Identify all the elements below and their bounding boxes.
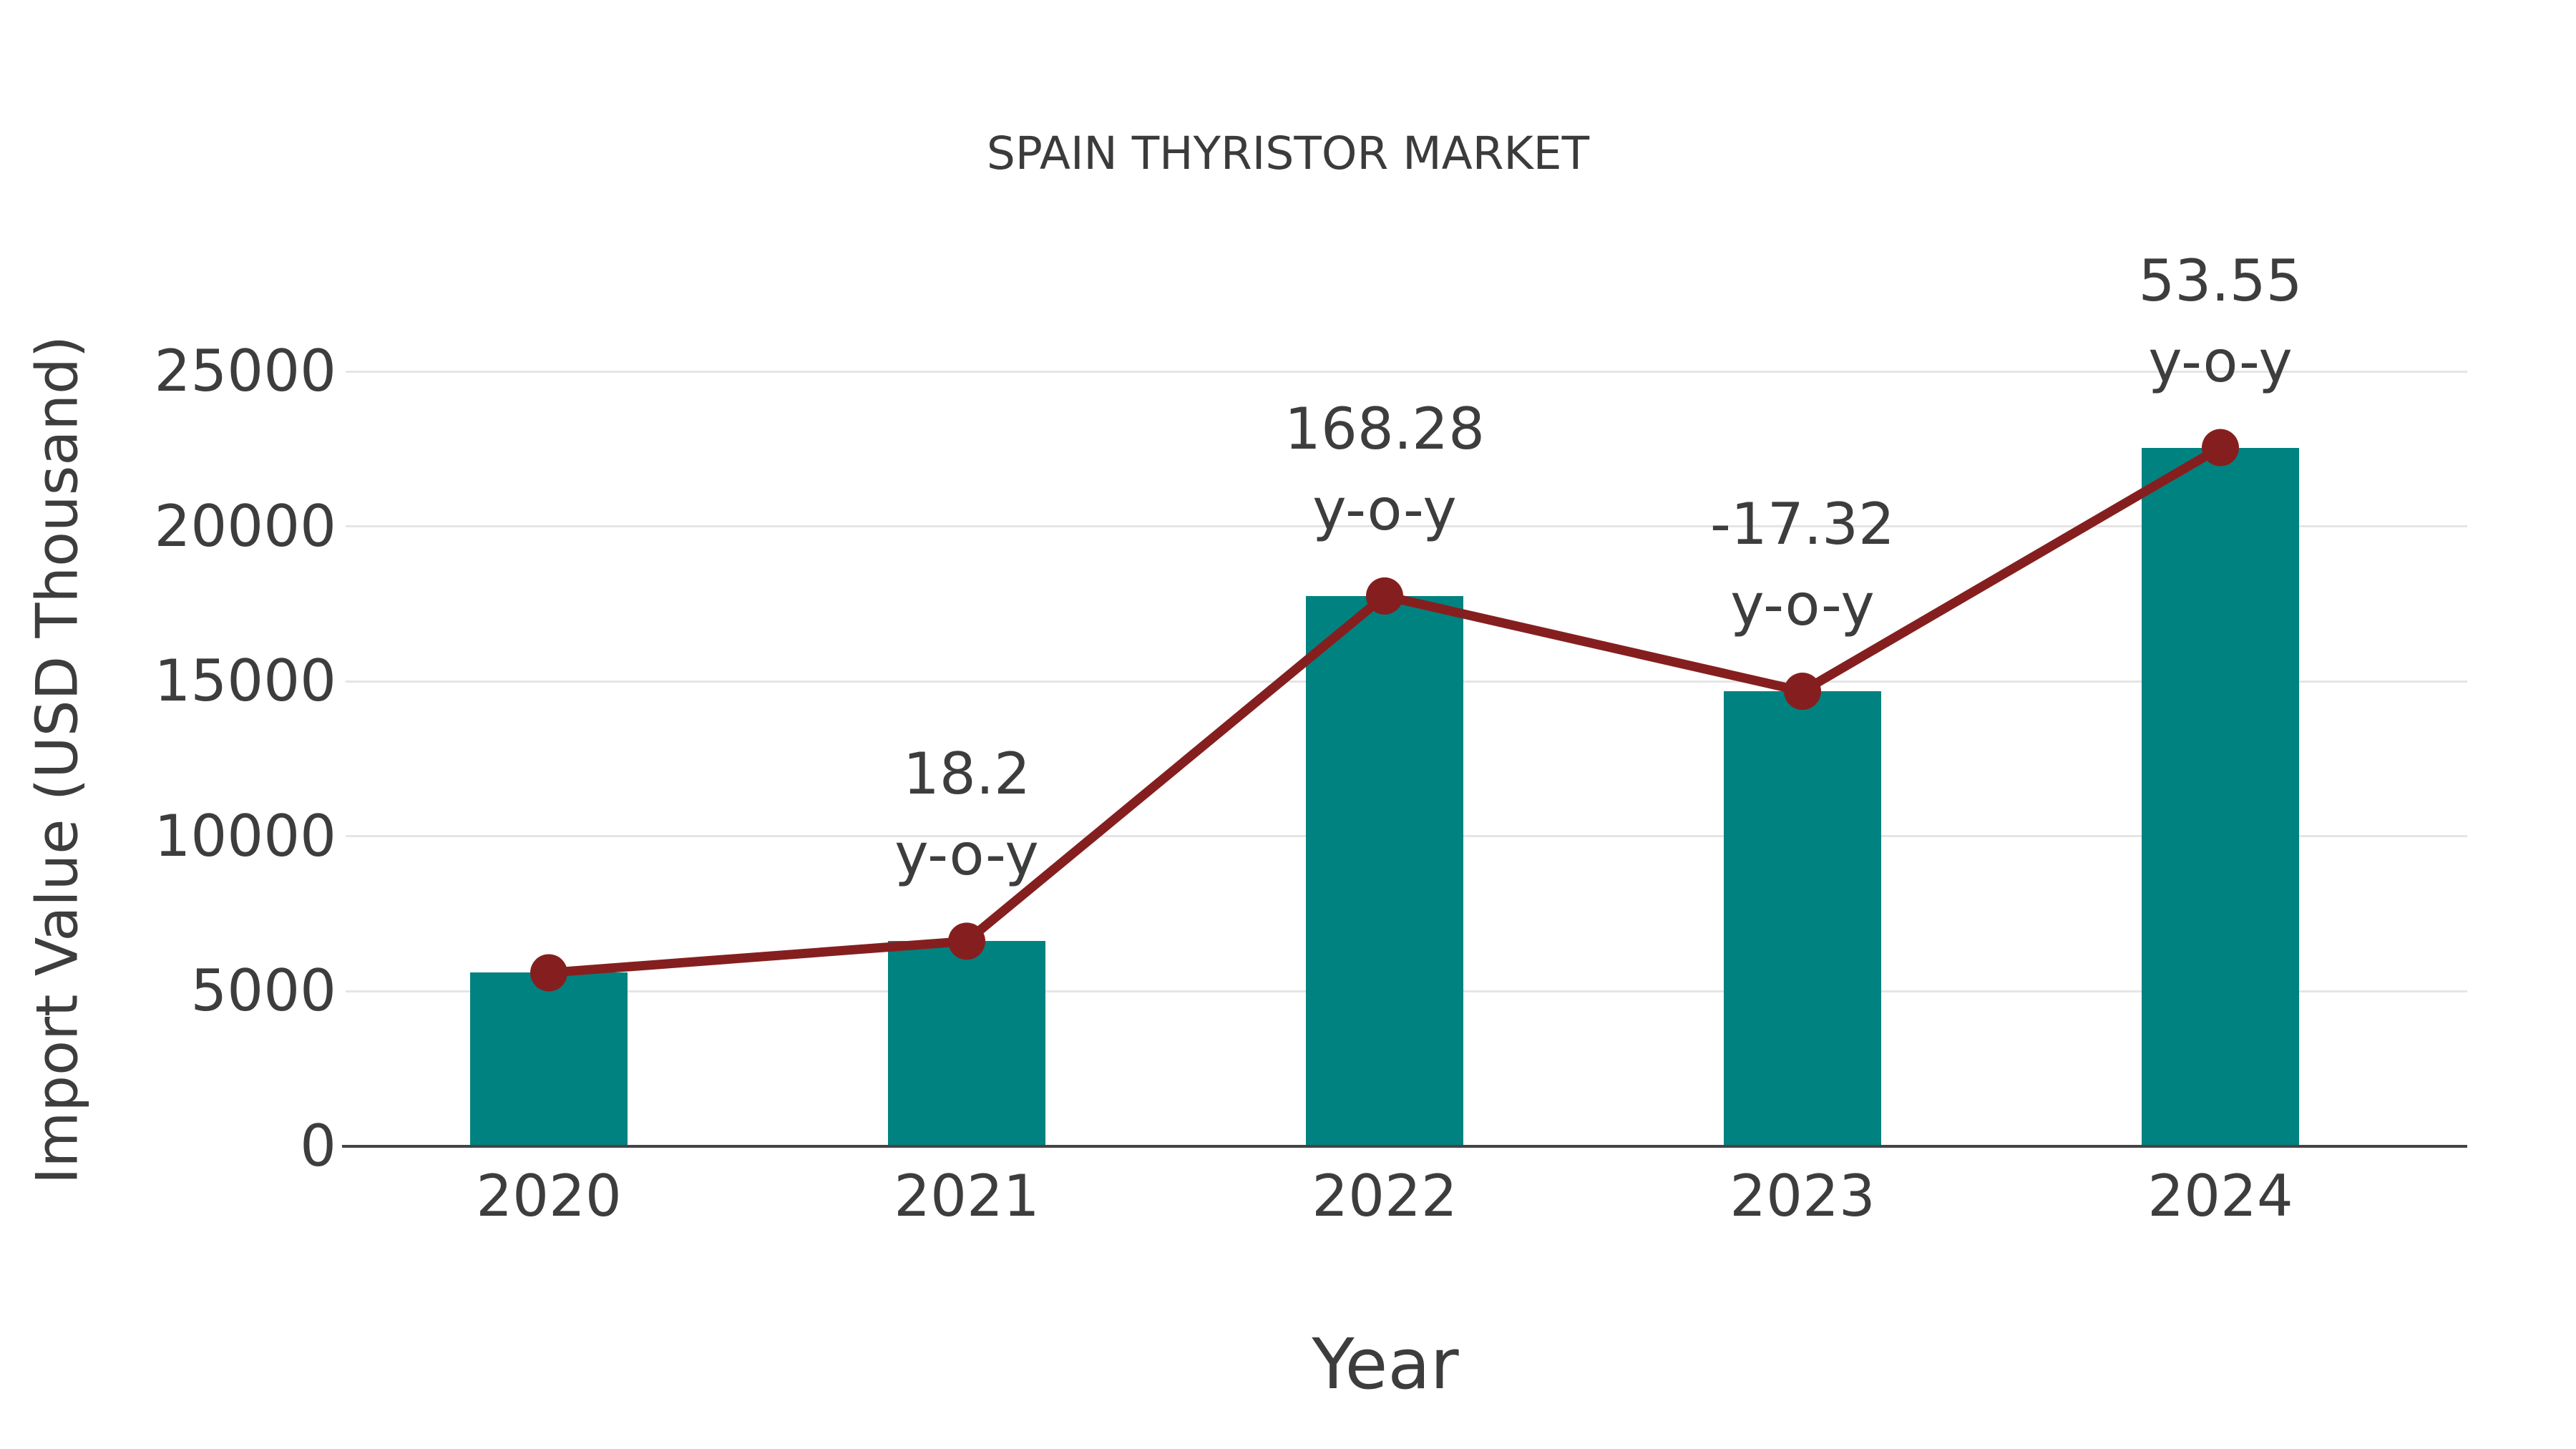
x-axis-line (342, 1145, 2467, 1148)
annotation-value-2024: 53.55 (2138, 247, 2303, 314)
annotation-value-2023: -17.32 (1710, 491, 1895, 558)
x-tick-label-2024: 2024 (2147, 1163, 2293, 1229)
x-tick-label-2023: 2023 (1729, 1163, 1875, 1229)
x-tick-label-2020: 2020 (476, 1163, 622, 1229)
trend-marker-2023 (1784, 673, 1821, 711)
annotation-2024: 53.55 y-o-y (2138, 240, 2302, 402)
bar-2024 (2142, 447, 2299, 1146)
chart-title: SPAIN THYRISTOR MARKET (986, 127, 1590, 180)
y-tick-label-25000: 25000 (154, 338, 337, 405)
annotation-yoy-2024: y-o-y (2148, 328, 2293, 395)
annotation-yoy-2022: y-o-y (1312, 476, 1457, 543)
bar-2022 (1306, 595, 1463, 1146)
y-tick-label-10000: 10000 (154, 802, 337, 869)
bar-2023 (1724, 691, 1881, 1146)
trend-marker-2022 (1366, 577, 1403, 615)
gridline-20000 (346, 525, 2467, 528)
annotation-yoy-2021: y-o-y (894, 821, 1039, 889)
annotation-yoy-2023: y-o-y (1730, 572, 1875, 639)
x-tick-label-2022: 2022 (1312, 1163, 1458, 1229)
y-tick-label-5000: 5000 (190, 957, 336, 1025)
annotation-2021: 18.2 y-o-y (894, 733, 1039, 895)
bar-2020 (470, 972, 628, 1146)
bar-2021 (888, 941, 1045, 1146)
trend-marker-2021 (948, 922, 985, 960)
trend-marker-2024 (2202, 429, 2239, 467)
y-tick-label-15000: 15000 (154, 648, 337, 715)
gridline-25000 (346, 370, 2467, 373)
annotation-value-2022: 168.28 (1284, 395, 1485, 462)
annotation-2023: -17.32 y-o-y (1710, 484, 1895, 645)
x-axis-label: Year (1312, 1324, 1459, 1405)
y-tick-label-0: 0 (300, 1113, 336, 1179)
x-tick-label-2021: 2021 (894, 1163, 1040, 1229)
trend-marker-2020 (530, 954, 567, 992)
annotation-value-2021: 18.2 (902, 741, 1031, 808)
y-tick-label-20000: 20000 (154, 492, 337, 560)
annotation-2022: 168.28 y-o-y (1284, 389, 1485, 550)
